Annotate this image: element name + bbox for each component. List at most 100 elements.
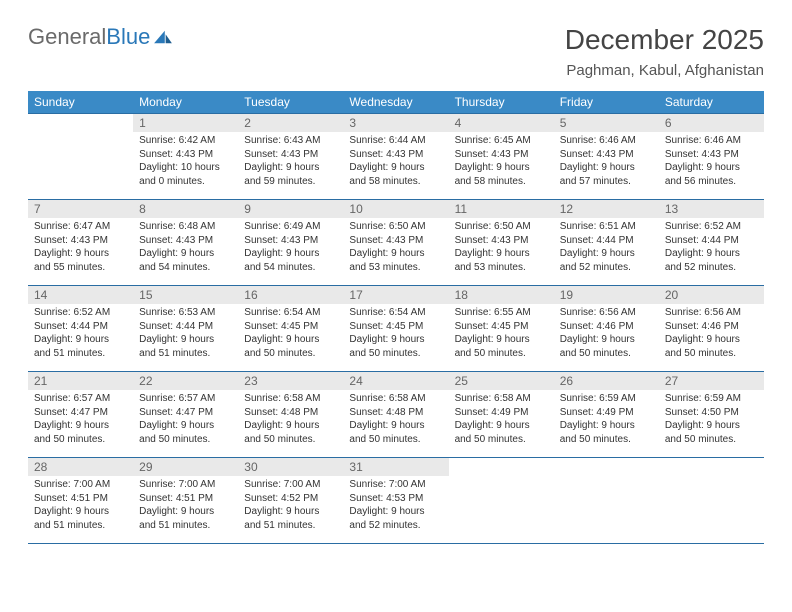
day-number: 31 bbox=[343, 458, 448, 476]
sunset-text: Sunset: 4:49 PM bbox=[455, 406, 548, 420]
daylight-text: Daylight: 10 hours and 0 minutes. bbox=[139, 161, 232, 188]
calendar-cell: 29Sunrise: 7:00 AMSunset: 4:51 PMDayligh… bbox=[133, 458, 238, 544]
sunrise-text: Sunrise: 6:59 AM bbox=[665, 392, 758, 406]
day-number: 27 bbox=[659, 372, 764, 390]
header: GeneralBlue December 2025 Paghman, Kabul… bbox=[28, 24, 764, 79]
sunset-text: Sunset: 4:50 PM bbox=[665, 406, 758, 420]
sunrise-text: Sunrise: 6:49 AM bbox=[244, 220, 337, 234]
sunrise-text: Sunrise: 6:46 AM bbox=[560, 134, 653, 148]
page-title: December 2025 bbox=[565, 24, 764, 56]
sunrise-text: Sunrise: 7:00 AM bbox=[349, 478, 442, 492]
daylight-text: Daylight: 9 hours and 59 minutes. bbox=[244, 161, 337, 188]
sunrise-text: Sunrise: 6:46 AM bbox=[665, 134, 758, 148]
sunset-text: Sunset: 4:43 PM bbox=[349, 234, 442, 248]
sunrise-text: Sunrise: 6:47 AM bbox=[34, 220, 127, 234]
title-block: December 2025 Paghman, Kabul, Afghanista… bbox=[565, 24, 764, 79]
day-number: 23 bbox=[238, 372, 343, 390]
calendar-cell: 10Sunrise: 6:50 AMSunset: 4:43 PMDayligh… bbox=[343, 200, 448, 286]
day-number: 17 bbox=[343, 286, 448, 304]
sunrise-text: Sunrise: 7:00 AM bbox=[244, 478, 337, 492]
calendar-cell: 23Sunrise: 6:58 AMSunset: 4:48 PMDayligh… bbox=[238, 372, 343, 458]
daylight-text: Daylight: 9 hours and 52 minutes. bbox=[349, 505, 442, 532]
day-content: Sunrise: 6:58 AMSunset: 4:48 PMDaylight:… bbox=[343, 390, 448, 450]
sunset-text: Sunset: 4:51 PM bbox=[34, 492, 127, 506]
calendar-cell: 17Sunrise: 6:54 AMSunset: 4:45 PMDayligh… bbox=[343, 286, 448, 372]
day-content: Sunrise: 6:53 AMSunset: 4:44 PMDaylight:… bbox=[133, 304, 238, 364]
calendar-cell: 1Sunrise: 6:42 AMSunset: 4:43 PMDaylight… bbox=[133, 114, 238, 200]
sunset-text: Sunset: 4:45 PM bbox=[455, 320, 548, 334]
brand-sail-icon bbox=[152, 29, 174, 45]
location-label: Paghman, Kabul, Afghanistan bbox=[565, 62, 764, 79]
daylight-text: Daylight: 9 hours and 50 minutes. bbox=[139, 419, 232, 446]
daylight-text: Daylight: 9 hours and 50 minutes. bbox=[244, 419, 337, 446]
day-number: 22 bbox=[133, 372, 238, 390]
brand-logo: GeneralBlue bbox=[28, 24, 174, 50]
day-content: Sunrise: 6:54 AMSunset: 4:45 PMDaylight:… bbox=[343, 304, 448, 364]
day-number: 2 bbox=[238, 114, 343, 132]
sunrise-text: Sunrise: 6:43 AM bbox=[244, 134, 337, 148]
calendar-week-row: 28Sunrise: 7:00 AMSunset: 4:51 PMDayligh… bbox=[28, 458, 764, 544]
sunrise-text: Sunrise: 7:00 AM bbox=[34, 478, 127, 492]
day-content: Sunrise: 6:48 AMSunset: 4:43 PMDaylight:… bbox=[133, 218, 238, 278]
daylight-text: Daylight: 9 hours and 54 minutes. bbox=[244, 247, 337, 274]
calendar-week-row: 14Sunrise: 6:52 AMSunset: 4:44 PMDayligh… bbox=[28, 286, 764, 372]
daylight-text: Daylight: 9 hours and 53 minutes. bbox=[455, 247, 548, 274]
daylight-text: Daylight: 9 hours and 50 minutes. bbox=[560, 333, 653, 360]
day-content: Sunrise: 6:56 AMSunset: 4:46 PMDaylight:… bbox=[554, 304, 659, 364]
day-content: Sunrise: 6:58 AMSunset: 4:49 PMDaylight:… bbox=[449, 390, 554, 450]
sunrise-text: Sunrise: 6:54 AM bbox=[349, 306, 442, 320]
day-header: Wednesday bbox=[343, 91, 448, 114]
sunrise-text: Sunrise: 6:58 AM bbox=[349, 392, 442, 406]
daylight-text: Daylight: 9 hours and 58 minutes. bbox=[349, 161, 442, 188]
day-number: 25 bbox=[449, 372, 554, 390]
daylight-text: Daylight: 9 hours and 51 minutes. bbox=[34, 505, 127, 532]
day-number: 13 bbox=[659, 200, 764, 218]
sunset-text: Sunset: 4:45 PM bbox=[244, 320, 337, 334]
sunset-text: Sunset: 4:43 PM bbox=[34, 234, 127, 248]
day-number: 7 bbox=[28, 200, 133, 218]
sunset-text: Sunset: 4:45 PM bbox=[349, 320, 442, 334]
calendar-cell: 30Sunrise: 7:00 AMSunset: 4:52 PMDayligh… bbox=[238, 458, 343, 544]
day-content: Sunrise: 6:55 AMSunset: 4:45 PMDaylight:… bbox=[449, 304, 554, 364]
sunset-text: Sunset: 4:43 PM bbox=[244, 234, 337, 248]
sunrise-text: Sunrise: 6:44 AM bbox=[349, 134, 442, 148]
calendar-cell: 2Sunrise: 6:43 AMSunset: 4:43 PMDaylight… bbox=[238, 114, 343, 200]
calendar-cell: 16Sunrise: 6:54 AMSunset: 4:45 PMDayligh… bbox=[238, 286, 343, 372]
day-content: Sunrise: 6:59 AMSunset: 4:50 PMDaylight:… bbox=[659, 390, 764, 450]
sunset-text: Sunset: 4:47 PM bbox=[34, 406, 127, 420]
day-header: Monday bbox=[133, 91, 238, 114]
day-number: 18 bbox=[449, 286, 554, 304]
day-number: 26 bbox=[554, 372, 659, 390]
daylight-text: Daylight: 9 hours and 50 minutes. bbox=[34, 419, 127, 446]
day-number: 29 bbox=[133, 458, 238, 476]
day-content: Sunrise: 6:57 AMSunset: 4:47 PMDaylight:… bbox=[28, 390, 133, 450]
day-header: Sunday bbox=[28, 91, 133, 114]
day-number: 15 bbox=[133, 286, 238, 304]
daylight-text: Daylight: 9 hours and 58 minutes. bbox=[455, 161, 548, 188]
sunset-text: Sunset: 4:48 PM bbox=[349, 406, 442, 420]
day-number: 24 bbox=[343, 372, 448, 390]
calendar-cell bbox=[28, 114, 133, 200]
day-content: Sunrise: 6:57 AMSunset: 4:47 PMDaylight:… bbox=[133, 390, 238, 450]
calendar-cell: 24Sunrise: 6:58 AMSunset: 4:48 PMDayligh… bbox=[343, 372, 448, 458]
sunset-text: Sunset: 4:43 PM bbox=[665, 148, 758, 162]
calendar-cell: 12Sunrise: 6:51 AMSunset: 4:44 PMDayligh… bbox=[554, 200, 659, 286]
brand-part1: General bbox=[28, 24, 106, 49]
sunrise-text: Sunrise: 6:51 AM bbox=[560, 220, 653, 234]
daylight-text: Daylight: 9 hours and 50 minutes. bbox=[455, 333, 548, 360]
daylight-text: Daylight: 9 hours and 54 minutes. bbox=[139, 247, 232, 274]
sunrise-text: Sunrise: 6:56 AM bbox=[665, 306, 758, 320]
sunset-text: Sunset: 4:47 PM bbox=[139, 406, 232, 420]
sunset-text: Sunset: 4:43 PM bbox=[455, 234, 548, 248]
sunrise-text: Sunrise: 6:42 AM bbox=[139, 134, 232, 148]
sunrise-text: Sunrise: 6:57 AM bbox=[34, 392, 127, 406]
day-number: 19 bbox=[554, 286, 659, 304]
day-header: Friday bbox=[554, 91, 659, 114]
calendar-cell: 3Sunrise: 6:44 AMSunset: 4:43 PMDaylight… bbox=[343, 114, 448, 200]
calendar-cell: 14Sunrise: 6:52 AMSunset: 4:44 PMDayligh… bbox=[28, 286, 133, 372]
calendar-cell: 31Sunrise: 7:00 AMSunset: 4:53 PMDayligh… bbox=[343, 458, 448, 544]
sunrise-text: Sunrise: 6:53 AM bbox=[139, 306, 232, 320]
day-number: 10 bbox=[343, 200, 448, 218]
day-content: Sunrise: 6:49 AMSunset: 4:43 PMDaylight:… bbox=[238, 218, 343, 278]
sunrise-text: Sunrise: 6:54 AM bbox=[244, 306, 337, 320]
